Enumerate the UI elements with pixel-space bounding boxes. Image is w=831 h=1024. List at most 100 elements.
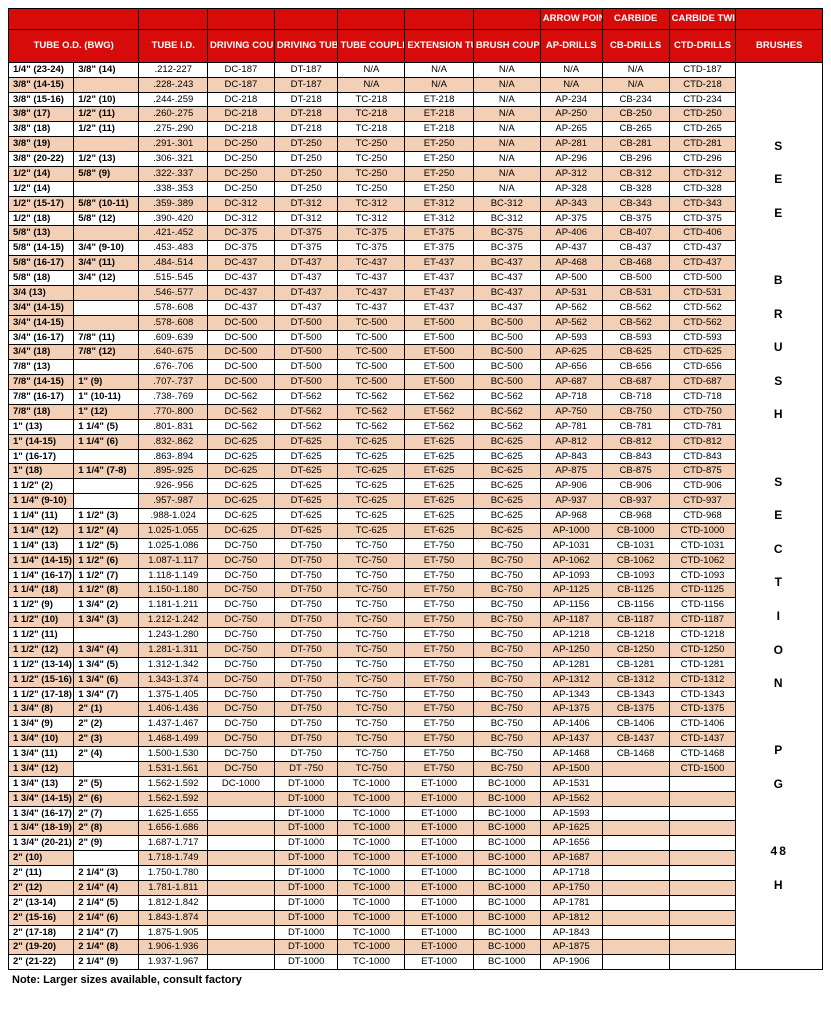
- cell: TC-500: [338, 345, 405, 360]
- cell: 1/4" (23-24): [9, 62, 74, 77]
- cell: ET-750: [405, 732, 474, 747]
- hdr-blank-5: [338, 9, 405, 30]
- cell: [602, 895, 669, 910]
- cell: [74, 628, 139, 643]
- cell: DT-375: [274, 226, 338, 241]
- table-row: 1 3/4" (12)1.531-1.561DC-750DT -750TC-75…: [9, 761, 823, 776]
- cell: TC-1000: [338, 821, 405, 836]
- cell: BC-562: [473, 419, 540, 434]
- cell: DC-218: [207, 107, 274, 122]
- cell: CTD-562: [669, 315, 736, 330]
- cell: ET-750: [405, 717, 474, 732]
- cell: CTD-1406: [669, 717, 736, 732]
- table-row: 1 3/4" (9)2" (2)1.437-1.467DC-750DT-750T…: [9, 717, 823, 732]
- cell: CB-281: [602, 137, 669, 152]
- cell: ET-750: [405, 672, 474, 687]
- cell: 1.843-1.874: [139, 910, 208, 925]
- cell: N/A: [540, 77, 602, 92]
- cell: DC-625: [207, 449, 274, 464]
- table-header: ARROW POINT CARBIDE CARBIDE TWIST TUBE O…: [9, 9, 823, 63]
- cell: CTD-1250: [669, 642, 736, 657]
- cell: 3/4 (13): [9, 285, 74, 300]
- cell: DT-437: [274, 285, 338, 300]
- cell: 3/8" (14-15): [9, 77, 74, 92]
- cell: BC-750: [473, 642, 540, 657]
- cell: [669, 925, 736, 940]
- cell: BC-1000: [473, 895, 540, 910]
- cell: DC-625: [207, 494, 274, 509]
- cell: 2 1/4" (3): [74, 866, 139, 881]
- cell: DT-625: [274, 494, 338, 509]
- cell: TC-437: [338, 256, 405, 271]
- cell: .260-.275: [139, 107, 208, 122]
- cell: .863-.894: [139, 449, 208, 464]
- cell: [602, 836, 669, 851]
- cell: 2" (1): [74, 702, 139, 717]
- cell: CTD-1000: [669, 523, 736, 538]
- cell: N/A: [473, 181, 540, 196]
- cell: TC-312: [338, 211, 405, 226]
- cell: [669, 880, 736, 895]
- cell: TC-750: [338, 732, 405, 747]
- table-row: 1 3/4" (8)2" (1)1.406-1.436DC-750DT-750T…: [9, 702, 823, 717]
- cell: TC-750: [338, 687, 405, 702]
- hdr-carbide: CARBIDE: [602, 9, 669, 30]
- cell: CB-625: [602, 345, 669, 360]
- cell: 2" (2): [74, 717, 139, 732]
- cell: 1 1/2" (3): [74, 509, 139, 524]
- table-row: 1 1/4" (13)1 1/2" (5)1.025-1.086DC-750DT…: [9, 538, 823, 553]
- cell: TC-1000: [338, 806, 405, 821]
- cell: .578-.608: [139, 300, 208, 315]
- cell: [74, 285, 139, 300]
- table-row: 1 3/4" (18-19)2" (8)1.656-1.686DT-1000TC…: [9, 821, 823, 836]
- cell: DC-625: [207, 434, 274, 449]
- cell: CB-875: [602, 464, 669, 479]
- cell: DT-1000: [274, 851, 338, 866]
- cell: ET-750: [405, 553, 474, 568]
- cell: [207, 866, 274, 881]
- cell: AP-1812: [540, 910, 602, 925]
- cell: DT-1000: [274, 955, 338, 970]
- cell: CB-1000: [602, 523, 669, 538]
- cell: 1 3/4" (2): [74, 598, 139, 613]
- cell: DC-437: [207, 256, 274, 271]
- cell: 1 1/2" (5): [74, 538, 139, 553]
- cell: [207, 851, 274, 866]
- cell: [207, 895, 274, 910]
- cell: DC-437: [207, 271, 274, 286]
- cell: AP-1843: [540, 925, 602, 940]
- cell: DT-500: [274, 345, 338, 360]
- cell: 1.087-1.117: [139, 553, 208, 568]
- cell: CB-500: [602, 271, 669, 286]
- cell: 3/4" (18): [9, 345, 74, 360]
- cell: DC-1000: [207, 776, 274, 791]
- table-row: 3/8" (14-15).228-.243DC-187DT-187N/AN/AN…: [9, 77, 823, 92]
- cell: DC-625: [207, 509, 274, 524]
- table-row: 3/8" (19).291-.301DC-250DT-250TC-250ET-2…: [9, 137, 823, 152]
- cell: ET-1000: [405, 851, 474, 866]
- cell: BC-500: [473, 345, 540, 360]
- cell: N/A: [338, 77, 405, 92]
- cell: DC-562: [207, 419, 274, 434]
- cell: DC-750: [207, 628, 274, 643]
- table-row: 1/2" (18)5/8" (12).390-.420DC-312DT-312T…: [9, 211, 823, 226]
- cell: 1 1/4" (9-10): [9, 494, 74, 509]
- cell: 1 1/4" (13): [9, 538, 74, 553]
- cell: 1.500-1.530: [139, 747, 208, 762]
- cell: DC-625: [207, 523, 274, 538]
- cell: AP-843: [540, 449, 602, 464]
- cell: 2 1/4" (8): [74, 940, 139, 955]
- cell: [669, 895, 736, 910]
- cell: [74, 77, 139, 92]
- tube-spec-table: ARROW POINT CARBIDE CARBIDE TWIST TUBE O…: [8, 8, 823, 970]
- cell: 2" (11): [9, 866, 74, 881]
- cell: BC-500: [473, 315, 540, 330]
- cell: DC-750: [207, 613, 274, 628]
- cell: BC-500: [473, 375, 540, 390]
- hdr-blank-3: [207, 9, 274, 30]
- cell: .707-.737: [139, 375, 208, 390]
- cell: DT-625: [274, 449, 338, 464]
- cell: DT-1000: [274, 791, 338, 806]
- cell: TC-562: [338, 404, 405, 419]
- cell: 1 3/4" (9): [9, 717, 74, 732]
